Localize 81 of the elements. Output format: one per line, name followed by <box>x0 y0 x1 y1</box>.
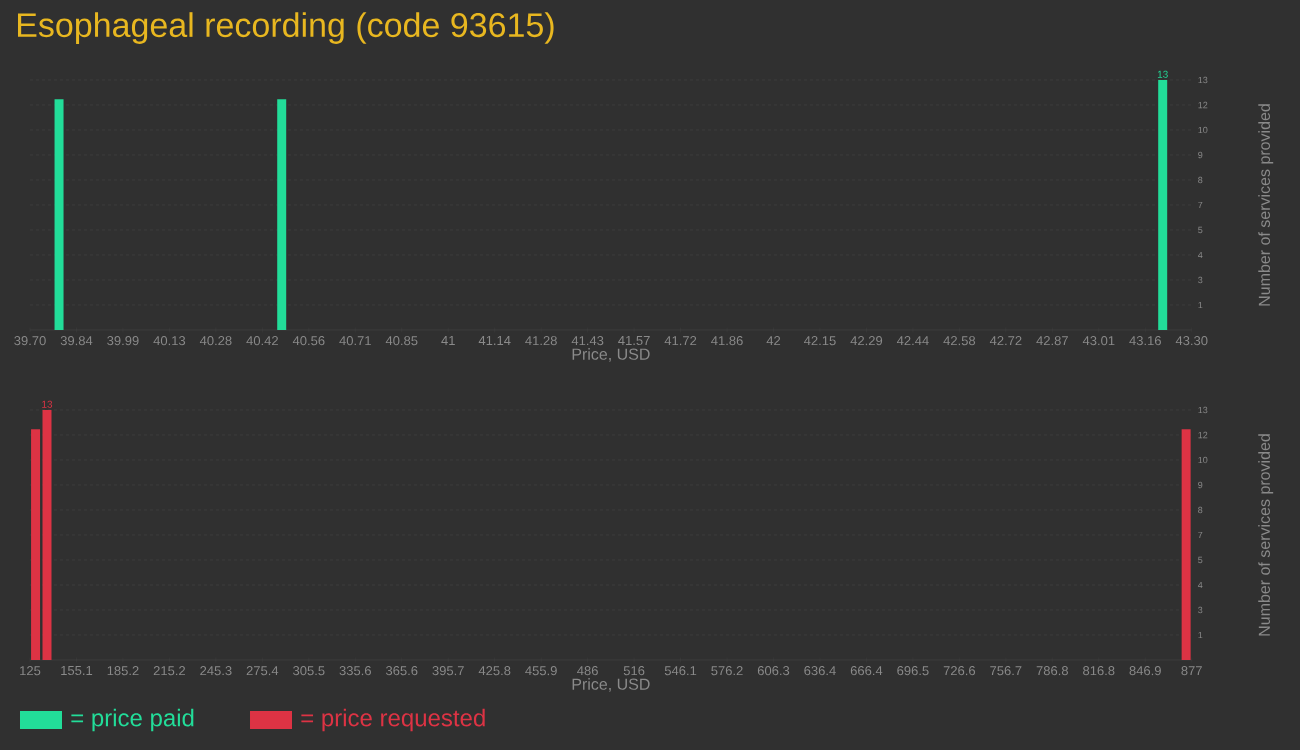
x-tick-label: 41 <box>441 336 455 345</box>
x-tick-label: 696.5 <box>897 666 929 676</box>
y-tick-label: 12 <box>1198 101 1208 109</box>
x-tick-label: 43.30 <box>1175 336 1208 346</box>
x-tick-label: 365.6 <box>385 666 418 676</box>
y-tick-label: 8 <box>1198 506 1203 514</box>
data-label: 13 <box>42 400 53 408</box>
x-tick-label: 41.72 <box>664 336 697 346</box>
y-tick-label: 10 <box>1198 126 1208 134</box>
x-tick-label: 41.43 <box>571 336 604 346</box>
x-tick-label: 155.1 <box>61 666 93 676</box>
y-tick-label: 3 <box>1198 606 1203 614</box>
x-tick-label: 877 <box>1181 666 1202 676</box>
y-tick-label: 10 <box>1198 456 1208 464</box>
x-tick-label: 39.70 <box>14 336 46 346</box>
x-tick-label: 40.56 <box>292 336 325 346</box>
x-tick-label: 42.15 <box>804 336 836 346</box>
y-axis-title: Number of services provided <box>1258 104 1274 306</box>
x-tick-label: 185.2 <box>107 666 139 676</box>
x-axis-title: Price, USD <box>572 678 650 692</box>
x-tick-label: 425.8 <box>478 666 511 676</box>
legend-label: = price requested <box>301 708 485 732</box>
x-tick-label: 636.4 <box>804 666 836 676</box>
x-tick-label: 846.9 <box>1129 666 1161 676</box>
x-tick-label: 42.29 <box>850 336 883 346</box>
x-tick-label: 335.6 <box>339 666 371 676</box>
x-tick-label: 125 <box>20 666 41 676</box>
x-tick-label: 756.7 <box>990 666 1022 676</box>
data-label: 13 <box>1157 70 1168 78</box>
x-tick-label: 39.84 <box>60 336 93 346</box>
x-tick-label: 606.3 <box>757 666 790 676</box>
x-tick-label: 42.44 <box>896 336 929 346</box>
y-tick-label: 12 <box>1198 431 1208 439</box>
x-axis-title: Price, USD <box>572 348 650 362</box>
x-tick-label: 42.72 <box>989 336 1022 346</box>
y-axis-title: Number of services provided <box>1258 434 1274 636</box>
y-tick-label: 4 <box>1197 251 1203 259</box>
x-tick-label: 666.4 <box>850 666 883 676</box>
x-tick-label: 516 <box>623 666 645 676</box>
x-tick-label: 305.5 <box>293 666 325 676</box>
x-tick-label: 39.99 <box>107 336 139 346</box>
x-tick-label: 486 <box>577 666 598 676</box>
x-tick-label: 43.16 <box>1129 336 1161 346</box>
x-tick-label: 41.57 <box>618 336 650 346</box>
x-tick-label: 455.9 <box>525 666 557 676</box>
y-tick-label: 13 <box>1198 76 1208 84</box>
x-tick-label: 726.6 <box>943 666 976 676</box>
x-tick-label: 395.7 <box>432 666 464 676</box>
x-tick-label: 41.14 <box>478 336 511 345</box>
y-tick-label: 7 <box>1198 531 1203 539</box>
x-tick-label: 546.1 <box>664 666 697 676</box>
x-tick-label: 41.86 <box>711 336 743 346</box>
y-tick-label: 5 <box>1198 226 1203 234</box>
x-tick-label: 245.3 <box>200 666 232 676</box>
chart-title: Esophageal recording (code 93615) <box>17 12 554 44</box>
x-tick-label: 786.8 <box>1036 666 1068 676</box>
x-tick-label: 41.28 <box>525 336 557 346</box>
y-tick-label: 1 <box>1198 301 1203 309</box>
x-tick-label: 40.28 <box>199 336 232 346</box>
x-tick-label: 40.71 <box>339 336 371 346</box>
x-tick-label: 40.42 <box>246 336 278 346</box>
y-tick-label: 3 <box>1198 276 1203 284</box>
x-tick-label: 42.58 <box>943 336 976 346</box>
x-tick-label: 576.2 <box>711 666 743 676</box>
legend-label: = price paid <box>71 708 194 732</box>
x-tick-label: 40.85 <box>385 336 418 346</box>
x-tick-label: 42 <box>766 336 781 346</box>
y-tick-label: 9 <box>1198 481 1203 489</box>
y-tick-label: 7 <box>1198 201 1203 209</box>
x-tick-label: 43.01 <box>1082 336 1115 346</box>
x-tick-label: 275.4 <box>246 666 279 676</box>
x-tick-label: 42.87 <box>1036 336 1068 346</box>
y-tick-label: 5 <box>1198 556 1203 564</box>
y-tick-label: 13 <box>1198 406 1208 414</box>
x-tick-label: 816.8 <box>1083 666 1115 676</box>
y-tick-label: 8 <box>1198 176 1203 184</box>
x-tick-label: 40.13 <box>153 336 186 346</box>
y-tick-label: 4 <box>1197 581 1203 589</box>
y-tick-label: 9 <box>1198 151 1203 159</box>
y-tick-label: 1 <box>1198 631 1203 639</box>
x-tick-label: 215.2 <box>153 666 186 676</box>
